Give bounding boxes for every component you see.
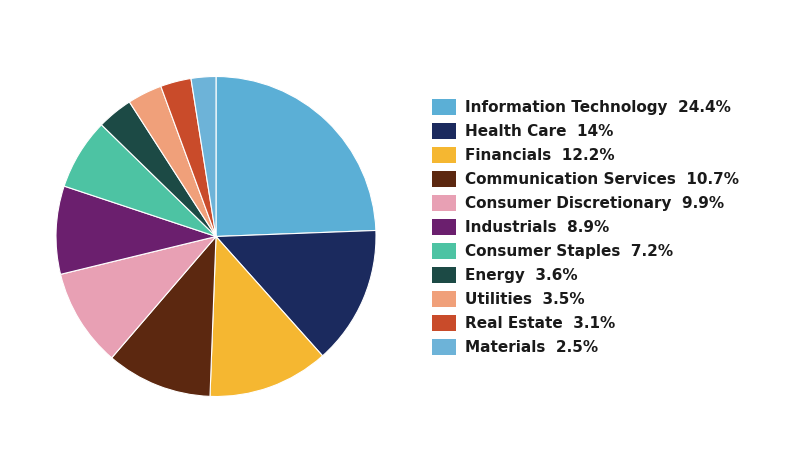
Wedge shape (130, 86, 216, 236)
Wedge shape (61, 236, 216, 358)
Legend: Information Technology  24.4%, Health Care  14%, Financials  12.2%, Communicatio: Information Technology 24.4%, Health Car… (432, 99, 739, 355)
Wedge shape (191, 77, 216, 236)
Wedge shape (64, 125, 216, 236)
Wedge shape (216, 230, 376, 356)
Wedge shape (161, 79, 216, 236)
Wedge shape (216, 77, 376, 236)
Wedge shape (56, 186, 216, 274)
Wedge shape (102, 102, 216, 236)
Wedge shape (112, 236, 216, 396)
Wedge shape (210, 236, 322, 396)
